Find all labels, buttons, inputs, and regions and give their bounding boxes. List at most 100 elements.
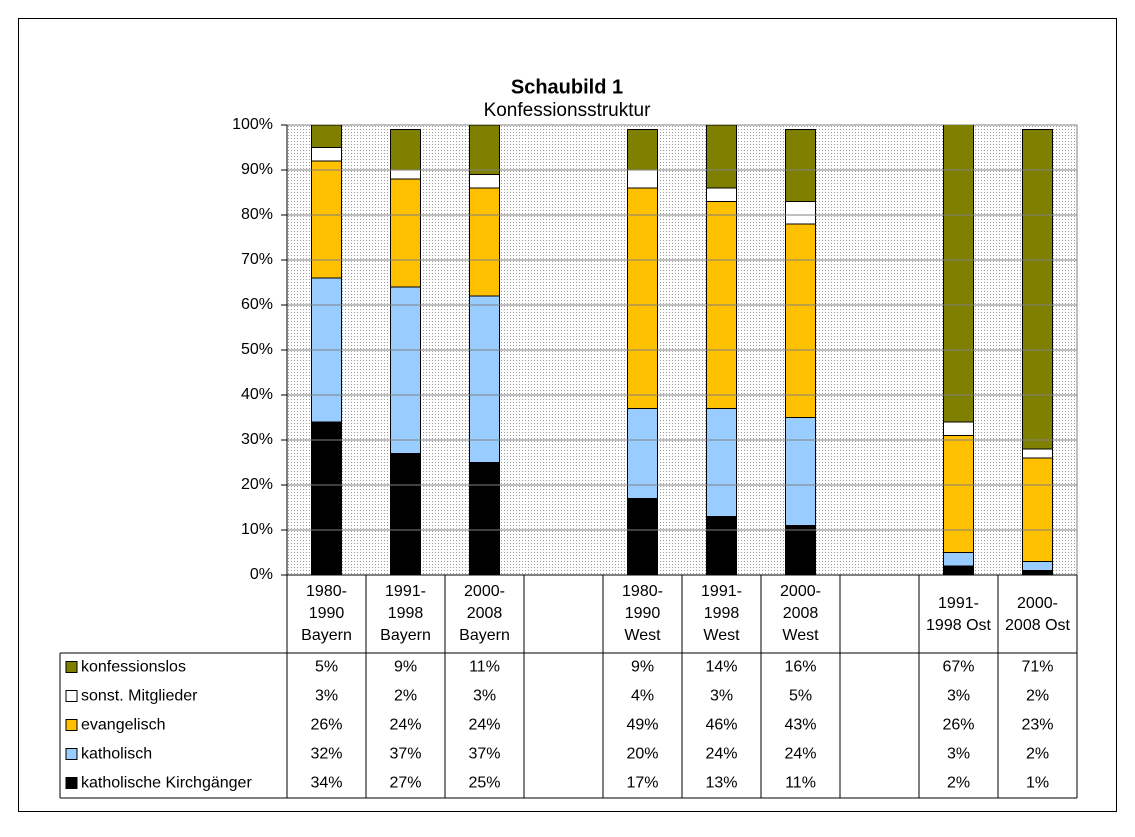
x-tick-label: 1991- xyxy=(385,583,426,600)
bar-segment xyxy=(469,295,500,463)
bar-segment xyxy=(390,453,421,575)
y-tick-label: 0% xyxy=(250,566,273,583)
x-tick-label: Bayern xyxy=(380,627,431,644)
bar-segment xyxy=(1022,561,1053,571)
x-tick-label: 1980- xyxy=(622,583,663,600)
bar-segment xyxy=(785,129,816,202)
table-value: 16% xyxy=(784,659,816,676)
y-tick-label: 30% xyxy=(241,431,273,448)
table-value: 71% xyxy=(1021,659,1053,676)
table-value: 27% xyxy=(389,775,421,792)
x-tick-label: 2000- xyxy=(1017,595,1058,612)
table-value: 32% xyxy=(310,746,342,763)
table-value: 24% xyxy=(705,746,737,763)
bar-segment xyxy=(706,516,737,575)
table-value: 34% xyxy=(310,775,342,792)
x-tick-label: Bayern xyxy=(459,627,510,644)
table-value: 2% xyxy=(947,775,970,792)
table-value: 17% xyxy=(626,775,658,792)
bar-segment xyxy=(469,125,500,175)
y-tick-label: 60% xyxy=(241,296,273,313)
table-value: 37% xyxy=(468,746,500,763)
table-value: 49% xyxy=(626,717,658,734)
bar-segment xyxy=(1022,129,1053,450)
bar-segment xyxy=(311,125,342,148)
table-value: 3% xyxy=(947,688,970,705)
table-value: 2% xyxy=(1026,746,1049,763)
x-tick-label: 1991- xyxy=(938,595,979,612)
table-value: 13% xyxy=(705,775,737,792)
bar-segment xyxy=(1022,570,1053,575)
bar-segment xyxy=(943,552,974,567)
legend-label: katholisch xyxy=(81,746,152,763)
bar-segment xyxy=(1022,457,1053,562)
bar-segment xyxy=(785,417,816,526)
table-value: 37% xyxy=(389,746,421,763)
table-value: 2% xyxy=(394,688,417,705)
table-value: 26% xyxy=(310,717,342,734)
table-value: 9% xyxy=(631,659,654,676)
bar-segment xyxy=(390,169,421,180)
x-tick-label: West xyxy=(624,627,661,644)
x-tick-label: 1998 xyxy=(704,605,740,622)
x-tick-label: Bayern xyxy=(301,627,352,644)
bar-segment xyxy=(706,125,737,189)
table-value: 4% xyxy=(631,688,654,705)
table-value: 3% xyxy=(710,688,733,705)
bar-segment xyxy=(785,223,816,418)
bar-segment xyxy=(390,286,421,454)
x-tick-label: 2008 Ost xyxy=(1005,617,1070,634)
table-value: 26% xyxy=(942,717,974,734)
bar-segment xyxy=(943,435,974,553)
legend-swatch xyxy=(65,719,78,731)
x-tick-label: 1980- xyxy=(306,583,347,600)
y-tick-label: 50% xyxy=(241,341,273,358)
table-value: 3% xyxy=(947,746,970,763)
x-tick-label: 1990 xyxy=(625,605,661,622)
x-tick-label: 2008 xyxy=(467,605,503,622)
legend-label: konfessionslos xyxy=(81,659,186,676)
x-tick-label: 1998 xyxy=(388,605,424,622)
table-value: 24% xyxy=(468,717,500,734)
table-value: 24% xyxy=(784,746,816,763)
table-value: 24% xyxy=(389,717,421,734)
bar-segment xyxy=(943,565,974,575)
bars xyxy=(311,125,1053,575)
bar-segment xyxy=(469,174,500,189)
x-tick-label: West xyxy=(782,627,819,644)
legend-label: sonst. Mitglieder xyxy=(81,688,198,705)
x-tick-label: 1991- xyxy=(701,583,742,600)
table-value: 5% xyxy=(789,688,812,705)
legend-swatch xyxy=(65,661,78,673)
bar-segment xyxy=(311,160,342,279)
y-tick-label: 40% xyxy=(241,386,273,403)
table-value: 25% xyxy=(468,775,500,792)
bar-segment xyxy=(706,187,737,202)
table-value: 20% xyxy=(626,746,658,763)
y-tick-label: 10% xyxy=(241,521,273,538)
table-value: 1% xyxy=(1026,775,1049,792)
table-value: 3% xyxy=(473,688,496,705)
bar-segment xyxy=(1022,448,1053,459)
legend-swatch xyxy=(65,690,78,702)
table-value: 11% xyxy=(469,659,500,676)
y-tick-label: 90% xyxy=(241,161,273,178)
x-tick-label: 1998 Ost xyxy=(926,617,991,634)
bar-segment xyxy=(627,169,658,189)
bar-segment xyxy=(627,498,658,575)
legend-label: katholische Kirchgänger xyxy=(81,775,252,792)
bar-segment xyxy=(390,178,421,288)
bar-segment xyxy=(785,525,816,575)
x-tick-label: 2008 xyxy=(783,605,819,622)
y-tick-label: 80% xyxy=(241,206,273,223)
table-value: 3% xyxy=(315,688,338,705)
legend-swatch xyxy=(65,777,78,789)
bar-segment xyxy=(785,201,816,225)
bar-segment xyxy=(390,129,421,171)
table-value: 2% xyxy=(1026,688,1049,705)
table-value: 23% xyxy=(1021,717,1053,734)
x-tick-label: 2000- xyxy=(464,583,505,600)
bar-segment xyxy=(311,147,342,162)
bar-segment xyxy=(943,421,974,436)
bar-segment xyxy=(627,408,658,499)
